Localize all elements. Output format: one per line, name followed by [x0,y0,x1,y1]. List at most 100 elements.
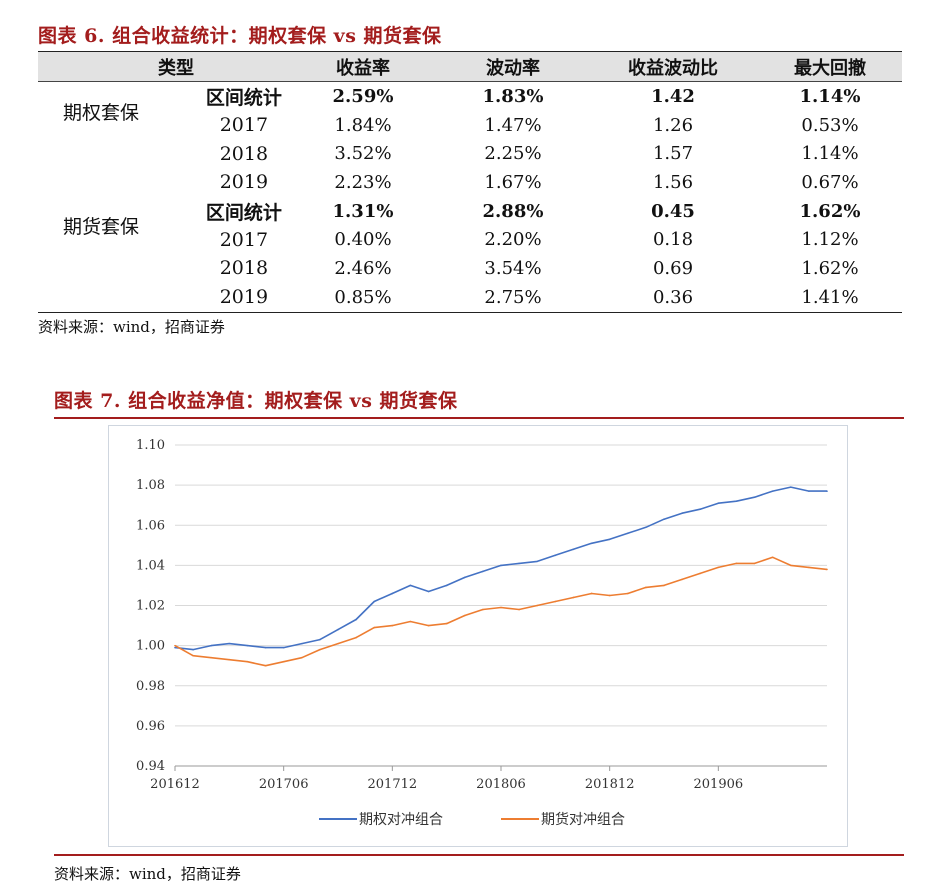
table-row: 2019 0.85% 2.75% 0.36 1.41% [38,282,902,313]
period-label: 2019 [219,286,269,309]
cell-vol: 2.88% [482,200,544,222]
y-tick-label: 1.06 [136,518,165,533]
cell-vol: 2.25% [484,143,542,165]
cell-mdd: 0.53% [801,114,859,136]
series-point [699,508,702,510]
period-label: 2019 [219,171,269,194]
footer-rule [54,854,904,856]
cell-ratio: 1.42 [651,85,695,107]
period-label: 2017 [219,114,269,137]
x-tick-label: 201706 [259,777,309,792]
series-point [771,556,774,559]
cell-vol: 2.75% [438,282,588,313]
series-point [699,572,702,575]
cell-vol: 3.54% [484,257,542,279]
table-row: 期权套保 2017 1.84% 1.47% 1.26 0.53% [38,102,902,140]
stats-table: 类型 收益率 波动率 收益波动比 最大回撤 区间统计 2.59% 1.83% 1.42… [38,51,902,313]
series-point [626,532,629,535]
series-line-futures [174,556,828,667]
series-point [228,658,231,661]
header-type: 类型 [38,51,288,82]
series-point [608,594,611,597]
x-tick-label: 201806 [476,777,526,792]
series-point [645,526,647,529]
y-tick-label: 1.02 [136,599,165,614]
series-point [409,620,412,623]
series-point [319,638,321,641]
cell-ret: 0.40% [334,229,392,251]
period-label: 2018 [219,142,269,165]
series-point [246,644,249,647]
table-row: 期货套保 2017 0.40% 2.20% 0.18 1.12% [38,216,902,254]
x-tick-label: 201612 [150,777,200,792]
y-tick-label: 1.10 [136,438,165,453]
series-point [300,642,303,645]
table-row: 2018 3.52% 2.25% 1.57 1.14% [38,139,902,168]
cell-ret: 2.23% [334,171,392,193]
cell-ratio: 1.57 [652,143,694,165]
series-point [210,644,213,647]
series-point [590,592,593,595]
series-point [681,578,683,581]
table-caption: 图表 6. 组合收益统计：期权套保 vs 期货套保 [38,25,442,47]
series-point [808,566,810,569]
series-point [536,560,539,563]
series-point [645,586,647,589]
series-point [735,562,738,565]
series-point [590,542,593,545]
series-line-option [174,486,827,651]
series-point [789,486,792,488]
row-label-cell: 区间统计 [38,197,288,226]
x-tick-label: 201906 [694,777,744,792]
series-point [391,624,394,627]
table-row: 区间统计 1.31% 2.88% 0.45 1.62% [38,197,902,226]
row-label-cell: 区间统计 [38,82,288,111]
y-tick-label: 0.98 [136,679,165,694]
series-point [753,496,756,498]
cell-ratio: 0.36 [588,282,758,313]
y-tick-label: 1.04 [136,558,165,573]
series-point [391,592,394,595]
series-point [826,490,828,492]
y-tick-label: 1.08 [136,478,165,493]
series-point [300,656,303,659]
series-point [663,584,665,587]
header-max-drawdown: 最大回撤 [758,51,902,82]
header-return-vol-ratio: 收益波动比 [588,51,758,82]
series-point [681,512,683,515]
series-point [572,596,575,599]
row-label-cell: 2018 [38,254,288,283]
series-point [500,606,502,609]
cell-ratio: 0.18 [652,229,694,251]
series-point [319,648,321,651]
table-row: 2018 2.46% 3.54% 0.69 1.62% [38,254,902,283]
row-label-cell: 2018 [38,139,288,168]
series-point [174,646,176,649]
period-label: 区间统计 [205,86,282,109]
series-point [192,648,194,651]
cell-ret: 0.85% [288,282,438,313]
series-point [264,646,267,649]
line-chart: 0.94 0.96 0.98 1.00 1.02 1.04 1.06 1.08 1.10 2016… [136,438,828,828]
cell-ratio: 0.45 [651,200,695,222]
cell-mdd: 1.14% [801,143,859,165]
series-point [445,584,448,587]
row-label-cell: 期权套保 2017 [38,102,288,140]
figure-source-note: 资料来源：wind，招商证券 [54,865,241,883]
series-point [445,622,448,625]
series-point [337,642,339,645]
series-point [753,562,756,565]
figure-caption: 图表 7. 组合收益净值：期权套保 vs 期货套保 [54,390,458,412]
legend-label: 期权对冲组合 [359,812,443,828]
series-point [228,642,231,645]
table-header-row: 类型 收益率 波动率 收益波动比 最大回撤 [38,51,902,82]
series-point [500,564,502,567]
cell-ret: 2.46% [334,257,392,279]
series-point [789,564,792,567]
series-point [192,654,194,657]
y-tick-label: 0.96 [136,719,165,734]
series-point [174,644,176,647]
series-point [608,538,611,541]
series-point [463,614,466,617]
series-point [717,566,720,569]
